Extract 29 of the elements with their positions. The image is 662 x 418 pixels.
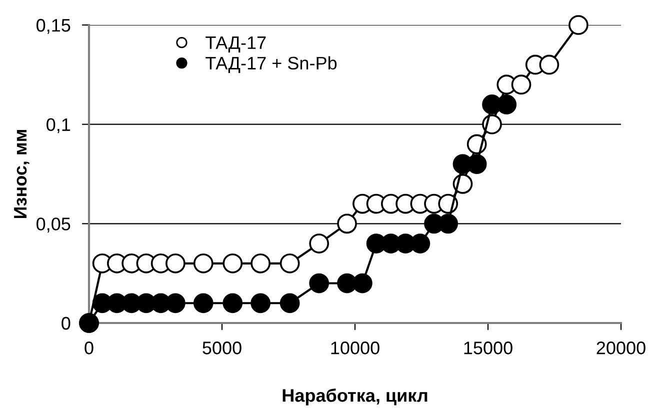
point xyxy=(166,253,186,274)
point xyxy=(250,293,270,314)
point xyxy=(309,234,330,254)
point xyxy=(222,253,243,274)
x-tick-label: 15000 xyxy=(464,342,512,354)
point xyxy=(280,253,300,274)
point xyxy=(250,253,270,274)
point xyxy=(511,74,532,95)
x-tick-label: 5000 xyxy=(202,342,242,354)
point xyxy=(309,273,330,294)
y-tick-label: 0 xyxy=(62,316,70,330)
point xyxy=(352,273,372,294)
x-axis-title: Наработка, цикл xyxy=(282,388,428,406)
legend-label: ТАД-17 + Sn-Pb xyxy=(206,56,337,73)
point xyxy=(337,214,357,234)
point xyxy=(193,293,214,314)
point xyxy=(280,293,300,314)
point xyxy=(539,54,560,75)
y-axis-title: Износ, мм xyxy=(14,130,30,218)
y-tick-label: 0,05 xyxy=(36,218,70,233)
legend-label: ТАД-17 xyxy=(206,36,266,53)
point xyxy=(568,15,588,35)
y-tick-label: 0,1 xyxy=(46,118,70,134)
point xyxy=(222,293,243,314)
point xyxy=(193,253,214,274)
x-tick-label: 20000 xyxy=(596,342,646,354)
y-tick-label: 0,15 xyxy=(36,18,70,34)
x-tick-label: 10000 xyxy=(331,342,380,354)
x-tick-label: 0 xyxy=(84,342,94,354)
